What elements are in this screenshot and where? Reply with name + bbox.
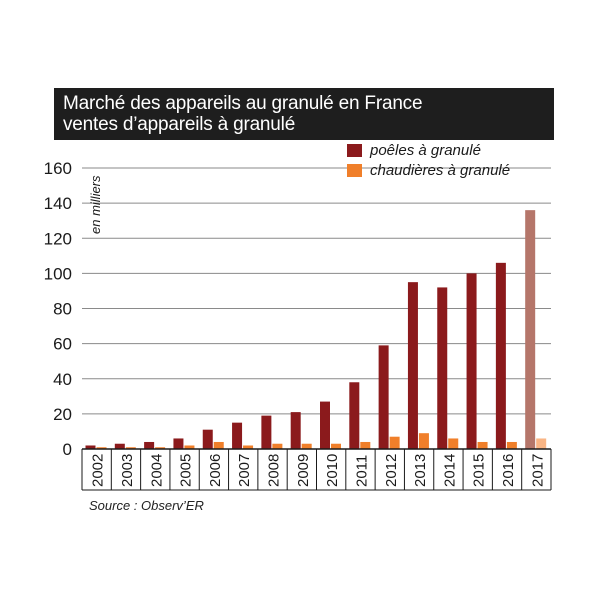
bar-poeles xyxy=(232,422,243,449)
x-tick-label: 2002 xyxy=(90,454,107,487)
bar-chaudieres xyxy=(536,438,547,449)
bar-poeles xyxy=(466,273,477,449)
bar-poeles xyxy=(525,210,536,449)
x-tick-label: 2006 xyxy=(207,454,224,487)
bar-poeles xyxy=(495,262,506,449)
bar-poeles xyxy=(85,445,96,449)
bar-poeles xyxy=(320,401,330,449)
bar-chaudieres xyxy=(360,441,371,449)
y-tick-label: 80 xyxy=(53,300,72,319)
bar-chaudieres xyxy=(96,447,107,449)
x-tick-label: 2011 xyxy=(353,455,370,487)
bar-chaudieres xyxy=(448,438,459,449)
bar-chaudieres xyxy=(213,441,224,449)
y-tick-label: 20 xyxy=(53,405,72,424)
legend-swatch-poeles xyxy=(347,144,362,157)
chart-source: Source : Observ’ER xyxy=(89,498,204,513)
x-tick-label: 2005 xyxy=(178,454,195,487)
x-tick-label: 2016 xyxy=(500,454,517,487)
bar-poeles xyxy=(349,382,360,449)
x-tick-label: 2004 xyxy=(148,454,165,487)
x-tick-label: 2014 xyxy=(441,454,458,487)
bar-chaudieres xyxy=(389,436,400,449)
legend-swatch-chaudieres xyxy=(347,164,362,177)
bar-poeles xyxy=(261,415,272,449)
bar-chaudieres xyxy=(184,445,195,449)
x-tick-label: 2015 xyxy=(471,454,488,487)
chart-title: Marché des appareils au granulé en Franc… xyxy=(63,93,423,114)
bar-chaudieres xyxy=(506,441,517,449)
y-tick-label: 100 xyxy=(44,264,72,283)
bar-chaudieres xyxy=(418,433,429,449)
x-tick-label: 2012 xyxy=(383,454,400,487)
y-tick-label: 60 xyxy=(53,335,72,354)
x-tick-label: 2007 xyxy=(236,454,253,487)
x-tick-label: 2013 xyxy=(412,454,429,487)
chart-subtitle: ventes d’appareils à granulé xyxy=(63,114,296,135)
y-tick-label: 40 xyxy=(53,370,72,389)
bar-chaudieres xyxy=(477,441,488,449)
bar-poeles xyxy=(407,282,418,449)
y-tick-label: 160 xyxy=(44,159,72,178)
bar-poeles xyxy=(437,287,448,449)
x-tick-label: 2009 xyxy=(295,454,312,487)
bar-poeles xyxy=(114,443,125,449)
y-axis-label: en milliers xyxy=(88,175,103,234)
y-tick-label: 140 xyxy=(44,194,72,213)
bar-poeles xyxy=(173,438,184,449)
bar-poeles xyxy=(378,345,389,449)
bar-chaudieres xyxy=(331,443,341,449)
bar-poeles xyxy=(290,412,301,449)
bar-chaudieres xyxy=(243,445,254,449)
x-tick-label: 2010 xyxy=(324,454,341,487)
bar-chaudieres xyxy=(155,447,166,449)
bar-poeles xyxy=(202,429,213,449)
y-tick-label: 0 xyxy=(63,440,72,459)
bar-chaudieres xyxy=(272,443,283,449)
bar-chaudieres xyxy=(301,443,312,449)
legend-label-poeles: poêles à granulé xyxy=(369,142,481,159)
bar-poeles xyxy=(144,441,155,449)
x-tick-label: 2003 xyxy=(119,454,136,487)
chart-title-bar: Marché des appareils au granulé en Franc… xyxy=(54,88,554,140)
x-tick-label: 2017 xyxy=(529,454,546,487)
legend-label-chaudieres: chaudières à granulé xyxy=(370,162,510,179)
x-tick-label: 2008 xyxy=(266,454,283,487)
bar-chaudieres xyxy=(125,447,136,449)
y-tick-label: 120 xyxy=(44,229,72,248)
